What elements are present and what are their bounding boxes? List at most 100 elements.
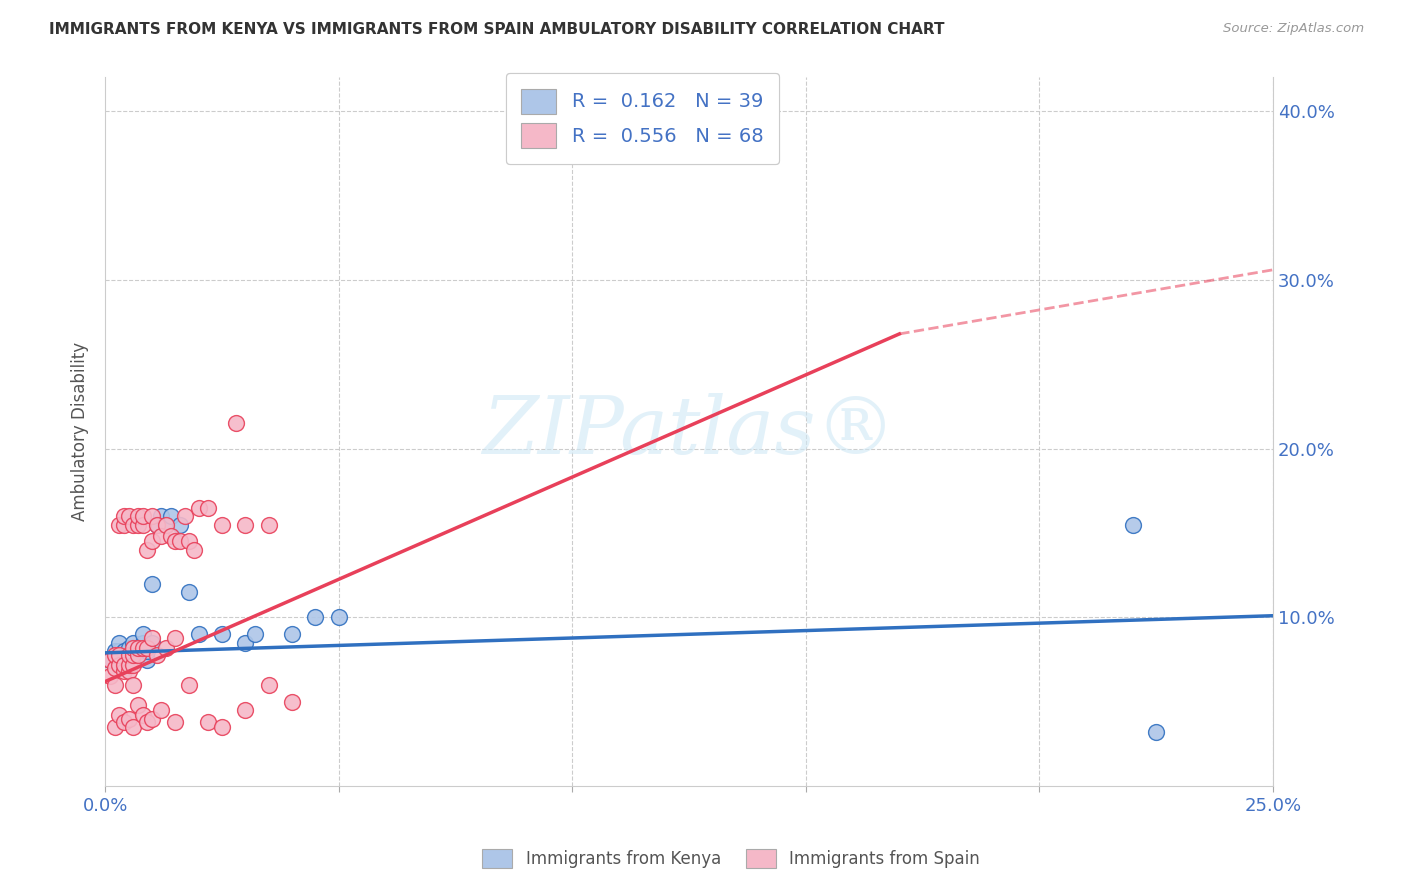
Point [141, 636, 163, 650]
Point [117, 657, 139, 672]
Point [281, 627, 304, 641]
Point [225, 417, 247, 431]
Point [211, 517, 233, 532]
Point [211, 627, 233, 641]
Point [136, 644, 159, 658]
Y-axis label: Ambulatory Disability: Ambulatory Disability [72, 343, 89, 521]
Point [150, 529, 173, 543]
Point [103, 661, 125, 675]
Point [131, 517, 153, 532]
Point [98, 652, 121, 666]
Point [117, 648, 139, 662]
Point [155, 640, 177, 655]
Legend: R =  0.162   N = 39, R =  0.556   N = 68: R = 0.162 N = 39, R = 0.556 N = 68 [506, 73, 779, 164]
Point [131, 636, 153, 650]
Point [136, 652, 159, 666]
Point [108, 708, 131, 723]
Point [155, 517, 177, 532]
Text: Source: ZipAtlas.com: Source: ZipAtlas.com [1223, 22, 1364, 36]
Point [145, 648, 167, 662]
Point [235, 703, 257, 717]
Point [141, 576, 163, 591]
Text: ZIPatlas®: ZIPatlas® [482, 393, 896, 471]
Point [117, 640, 139, 655]
Point [179, 534, 201, 549]
Point [127, 648, 149, 662]
Point [165, 714, 187, 729]
Point [159, 529, 181, 543]
Point [112, 652, 135, 666]
Point [165, 534, 187, 549]
Point [103, 661, 125, 675]
Point [122, 640, 145, 655]
Point [257, 517, 280, 532]
Point [169, 517, 191, 532]
Point [150, 703, 173, 717]
Point [122, 636, 145, 650]
Point [141, 509, 163, 524]
Point [243, 627, 266, 641]
Point [112, 517, 135, 532]
Point [159, 509, 181, 524]
Legend: Immigrants from Kenya, Immigrants from Spain: Immigrants from Kenya, Immigrants from S… [475, 842, 987, 875]
Point [136, 714, 159, 729]
Point [141, 631, 163, 645]
Point [145, 517, 167, 532]
Point [155, 517, 177, 532]
Point [117, 657, 139, 672]
Point [103, 678, 125, 692]
Point [136, 640, 159, 655]
Point [183, 542, 205, 557]
Point [112, 509, 135, 524]
Point [112, 714, 135, 729]
Point [197, 714, 219, 729]
Point [131, 509, 153, 524]
Point [103, 648, 125, 662]
Point [304, 610, 326, 624]
Point [117, 665, 139, 679]
Point [108, 636, 131, 650]
Point [108, 652, 131, 666]
Text: IMMIGRANTS FROM KENYA VS IMMIGRANTS FROM SPAIN AMBULATORY DISABILITY CORRELATION: IMMIGRANTS FROM KENYA VS IMMIGRANTS FROM… [49, 22, 945, 37]
Point [127, 640, 149, 655]
Point [108, 648, 131, 662]
Point [108, 517, 131, 532]
Point [187, 627, 209, 641]
Point [197, 500, 219, 515]
Point [328, 610, 350, 624]
Point [131, 708, 153, 723]
Point [98, 652, 121, 666]
Point [122, 644, 145, 658]
Point [122, 648, 145, 662]
Point [187, 500, 209, 515]
Point [127, 517, 149, 532]
Point [122, 517, 145, 532]
Point [235, 517, 257, 532]
Point [117, 648, 139, 662]
Point [108, 657, 131, 672]
Point [281, 695, 304, 709]
Point [127, 509, 149, 524]
Point [165, 631, 187, 645]
Point [117, 712, 139, 726]
Point [173, 509, 195, 524]
Point [145, 517, 167, 532]
Point [112, 665, 135, 679]
Point [150, 509, 173, 524]
Point [122, 678, 145, 692]
Point [127, 648, 149, 662]
Point [136, 542, 159, 557]
Point [108, 644, 131, 658]
Point [112, 644, 135, 658]
Point [122, 657, 145, 672]
Point [103, 644, 125, 658]
Point [98, 669, 121, 683]
Point [257, 678, 280, 692]
Point [127, 698, 149, 713]
Point [141, 712, 163, 726]
Point [211, 720, 233, 734]
Point [127, 640, 149, 655]
Point [141, 534, 163, 549]
Point [1144, 725, 1167, 739]
Point [122, 652, 145, 666]
